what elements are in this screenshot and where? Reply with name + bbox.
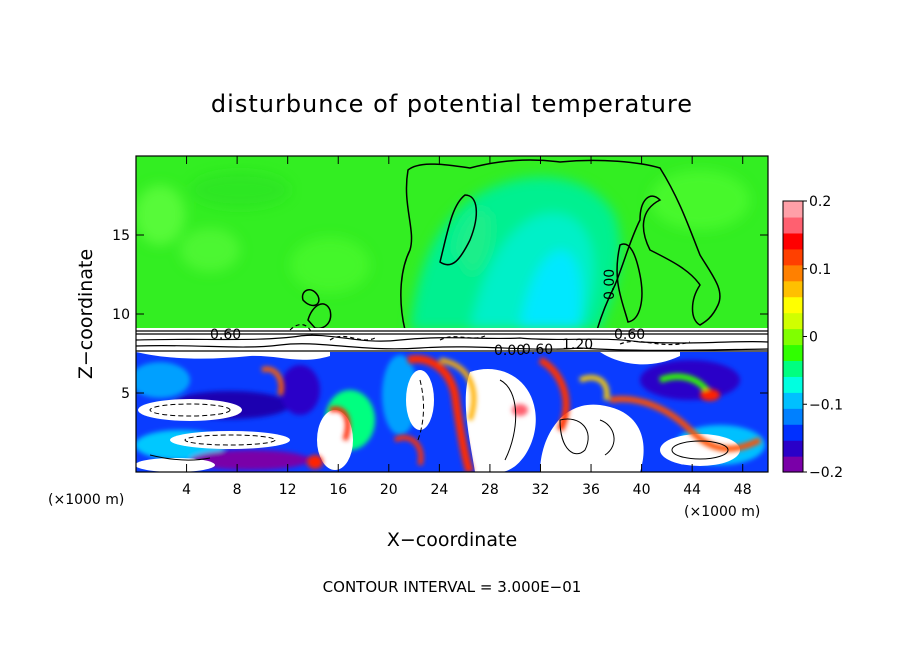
x-axis: 4 8 12 16 20 24 28 32 36 40 44 48 [182,156,752,498]
colorbar-swatch [783,408,803,425]
contour-labels: 0.60 0.00 0.60 1.20 0.60 0.00 [210,269,645,359]
plume-contours [301,159,721,331]
y-tick-label: 15 [112,228,130,244]
inversion-contours [136,323,768,352]
colorbar-tick-label: −0.1 [809,397,843,413]
colorbar-swatch [783,280,803,298]
colorbar-tick-label: 0.2 [809,194,831,210]
colorbar-swatch [783,232,803,250]
x-unit-left: (×1000 m) [48,492,124,508]
x-tick-label: 48 [734,482,752,498]
colorbar-swatch [783,216,803,234]
contour-label: 0.60 [522,342,553,358]
contour-label: 0.60 [210,327,241,343]
plot-area [136,156,768,472]
x-tick-label: 36 [582,482,600,498]
colorbar-swatch [783,376,803,393]
x-tick-label: 40 [633,482,651,498]
y-tick-label: 10 [112,307,130,323]
colorbar: 0.2 0.1 0 −0.1 −0.2 [782,194,843,481]
contour-label: 0.00 [494,343,525,359]
colorbar-swatch [783,201,803,218]
contour-label: 1.20 [562,337,593,353]
x-tick-label: 32 [532,482,550,498]
colorbar-swatch [783,264,803,282]
colorbar-tick-label: −0.2 [809,465,843,481]
x-tick-label: 8 [233,482,242,498]
x-tick-label: 16 [329,482,347,498]
colorbar-tick-label: 0.1 [809,262,831,278]
y-axis: 5 10 15 [112,228,768,402]
x-tick-label: 12 [279,482,297,498]
x-tick-label: 4 [182,482,191,498]
y-tick-label: 5 [121,386,130,402]
y-axis-label: Z−coordinate [75,249,97,379]
colorbar-tick-label: 0 [809,330,818,346]
x-unit-right: (×1000 m) [684,504,760,520]
colorbar-swatch [783,296,803,314]
x-axis-label: X−coordinate [387,529,517,551]
warm-anomalies [261,355,762,472]
contour-label: 0.00 [602,269,618,300]
colorbar-swatch [783,440,803,457]
x-tick-label: 28 [481,482,499,498]
lower-contours [149,379,729,461]
upper-field-texture [136,170,750,293]
colorbar-swatch [783,328,803,346]
x-tick-label: 20 [380,482,398,498]
chart-title: disturbunce of potential temperature [211,90,693,118]
colorbar-swatch [783,344,803,362]
colorbar-swatch [783,456,803,473]
contour-label: 0.60 [614,327,645,343]
colorbar-swatch [783,312,803,330]
contour-interval-text: CONTOUR INTERVAL = 3.000E−01 [323,578,582,596]
plume [410,177,621,330]
white-regions [136,352,740,472]
colorbar-swatch [783,248,803,266]
colorbar-swatch [783,392,803,409]
x-tick-label: 44 [683,482,701,498]
colorbar-swatch [783,360,803,377]
x-tick-label: 24 [430,482,448,498]
colorbar-swatch [783,424,803,441]
